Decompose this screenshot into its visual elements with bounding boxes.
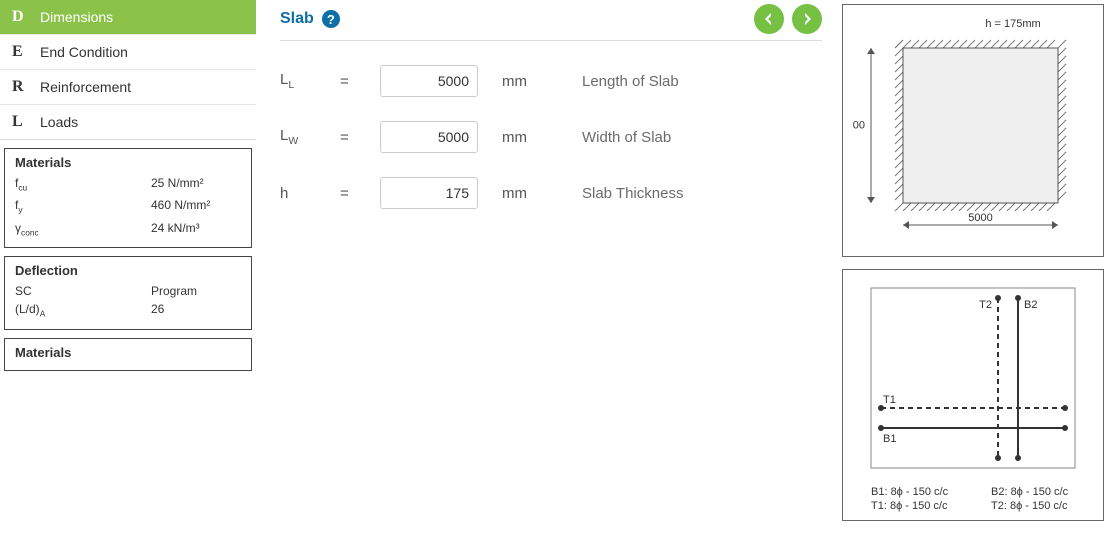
field-unit: mm [478,185,582,202]
panel-row: fcu 25 N/mm² [15,174,241,196]
nav-key: E [12,43,40,61]
equals-sign: = [340,73,380,90]
svg-text:5000: 5000 [853,119,865,131]
nav-key: D [12,8,40,26]
equals-sign: = [340,185,380,202]
field-symbol: LW [280,127,340,147]
svg-text:T1: T1 [883,394,896,406]
svg-text:T2: T2 [979,299,992,311]
plan-diagram: h = 175mm 5000 5000 [842,4,1104,257]
field-symbol: LL [280,71,340,91]
page-title-text: Slab [280,10,314,28]
prev-step-button[interactable] [754,4,784,34]
field-desc: Width of Slab [582,129,671,146]
panel-row-value: 26 [151,300,241,322]
page-title: Slab ? [280,10,340,28]
panel-row-value: 24 kN/m³ [151,219,241,241]
rebar-spec-b1: B1: 8ϕ - 150 c/c [871,486,973,498]
main-panel: Slab ? LL=mmLength of SlabLW=mmWidth of … [260,0,842,537]
svg-text:h = 175mm: h = 175mm [985,18,1040,30]
step-nav [754,4,822,34]
panel-row-value: 460 N/mm² [151,196,241,218]
svg-text:B1: B1 [883,433,896,445]
field-unit: mm [478,73,582,90]
rebar-spec-b2: B2: 8ϕ - 150 c/c [991,486,1093,498]
rebar-diagram: T2 B2 T1 B1 B1: 8ϕ - 150 c/c B2: 8ϕ - 150 c/… [842,269,1104,521]
field-desc: Length of Slab [582,73,679,90]
field-unit: mm [478,129,582,146]
rebar-table: B1: 8ϕ - 150 c/c B2: 8ϕ - 150 c/c T1: 8ϕ -… [853,486,1093,512]
equals-sign: = [340,129,380,146]
next-step-button[interactable] [792,4,822,34]
panel-row-symbol: (L/d)A [15,300,45,322]
nav-item-dimensions[interactable]: DDimensions [0,0,256,34]
help-icon[interactable]: ? [322,10,340,28]
rebar-spec-t2: T2: 8ϕ - 150 c/c [991,500,1093,512]
panel-row-value: 25 N/mm² [151,174,241,196]
panel-row-symbol: SC [15,282,32,300]
panel-row-symbol: fy [15,196,23,218]
nav-item-reinforcement[interactable]: RReinforcement [0,69,256,104]
panel-materials: Materials fcu 25 N/mm² fy 460 N/mm² γconc 24 … [4,148,252,248]
diagram-column: h = 175mm 5000 5000 T2 B2 T1 B1 B1: 8ϕ - 150 … [842,0,1112,537]
nav-key: L [12,113,40,131]
field-row: LW= mmWidth of Slab [280,121,822,153]
field-symbol: h [280,185,340,202]
panel-deflection-title: Deflection [15,263,241,278]
sidebar: DDimensionsEEnd ConditionRReinforcementL… [0,0,260,537]
field-input-2[interactable] [380,177,478,209]
panel-deflection: Deflection SC Program (L/d)A 26 [4,256,252,329]
panel-row-symbol: γconc [15,219,39,241]
nav-label: End Condition [40,44,128,60]
svg-text:5000: 5000 [968,212,992,224]
nav-label: Reinforcement [40,79,131,95]
panel-row-value: Program [151,282,241,300]
panel-materials-title: Materials [15,155,241,170]
panel-row: γconc 24 kN/m³ [15,219,241,241]
nav-label: Loads [40,114,78,130]
panel-materials-2: Materials [4,338,252,371]
field-desc: Slab Thickness [582,185,683,202]
panel-row-symbol: fcu [15,174,27,196]
field-input-0[interactable] [380,65,478,97]
panel-row: fy 460 N/mm² [15,196,241,218]
nav-key: R [12,78,40,96]
nav-item-end-condition[interactable]: EEnd Condition [0,34,256,69]
rebar-spec-t1: T1: 8ϕ - 150 c/c [871,500,973,512]
panel-row: SC Program [15,282,241,300]
nav-label: Dimensions [40,9,113,25]
nav-item-loads[interactable]: LLoads [0,104,256,139]
field-row: h= mmSlab Thickness [280,177,822,209]
field-row: LL= mmLength of Slab [280,65,822,97]
panel-row: (L/d)A 26 [15,300,241,322]
svg-text:B2: B2 [1024,299,1037,311]
panel-materials-2-title: Materials [15,345,241,360]
field-input-1[interactable] [380,121,478,153]
nav-list: DDimensionsEEnd ConditionRReinforcementL… [0,0,256,140]
main-header: Slab ? [280,4,822,41]
